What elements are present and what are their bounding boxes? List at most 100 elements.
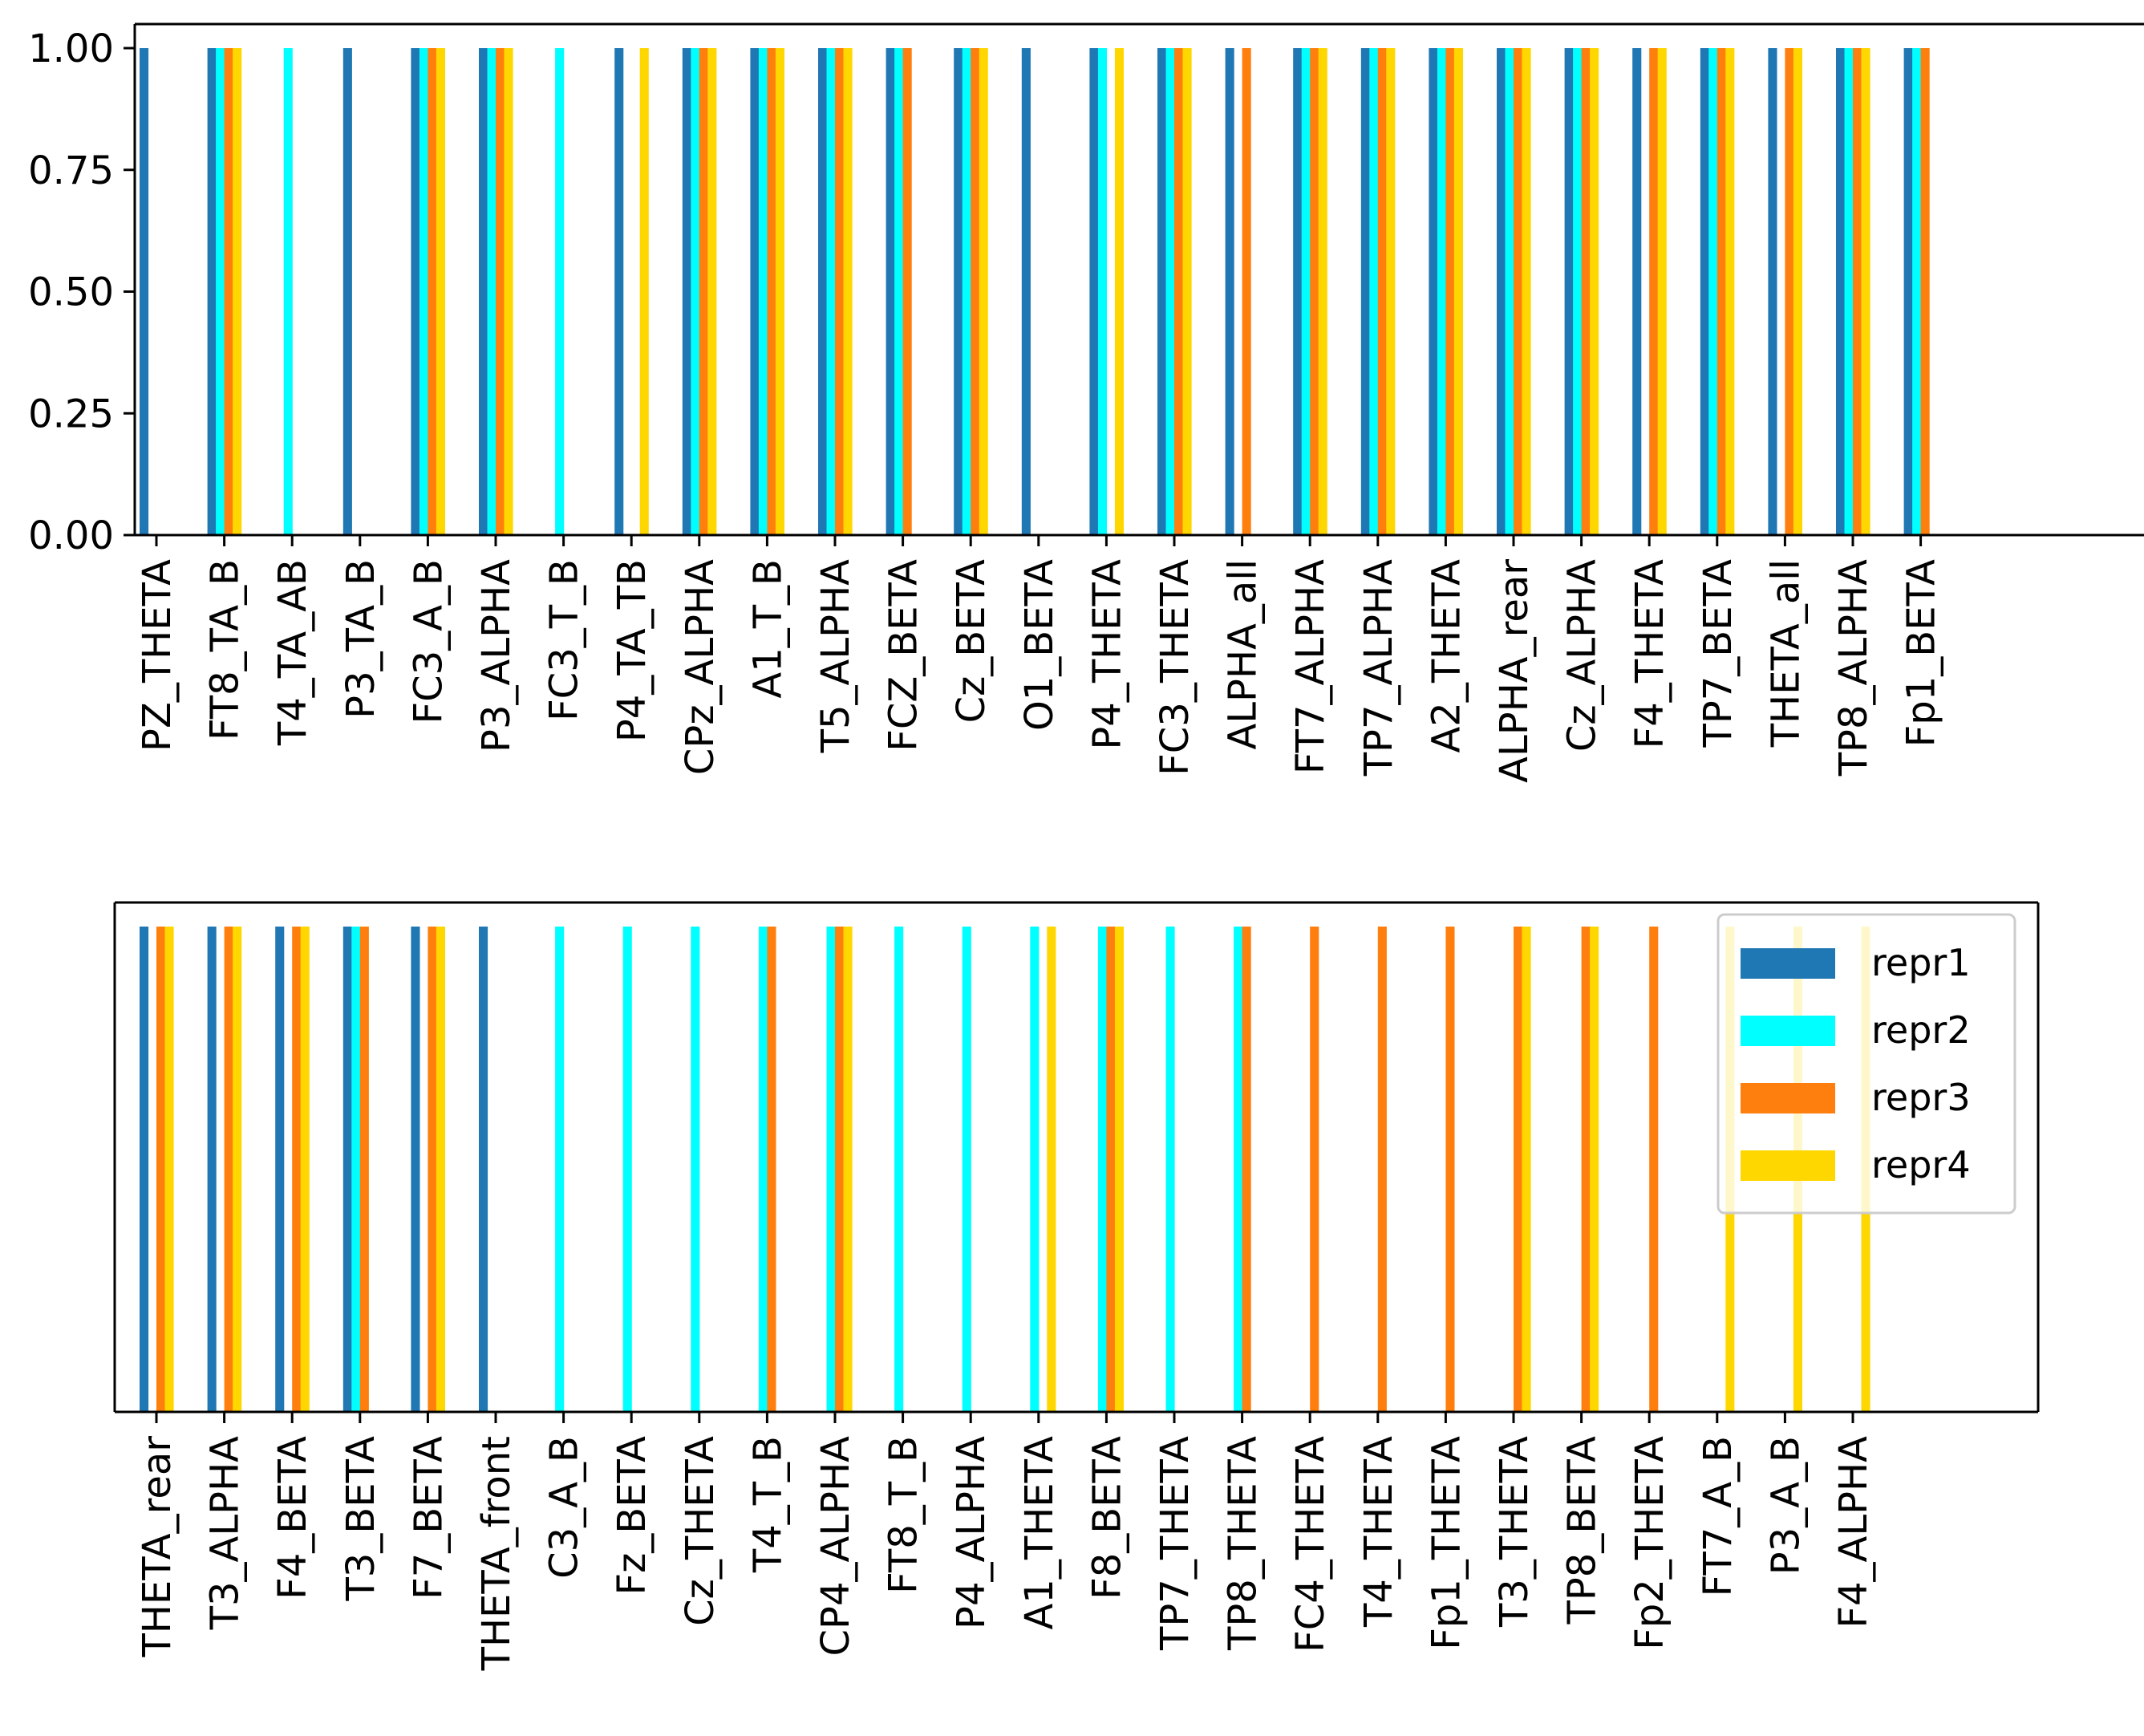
bar-repr3-F4_BETA bbox=[292, 927, 302, 1412]
bar-repr1-FT8_TA_B bbox=[207, 48, 217, 535]
bar-repr2-TP8_ALPHA bbox=[1844, 48, 1854, 535]
bar-repr4-THETA_all bbox=[1793, 48, 1802, 535]
bar-repr4-T3_ALPHA bbox=[233, 927, 242, 1412]
bar-repr2-C3_A_B bbox=[555, 927, 565, 1412]
x-tick-label: THETA_rear bbox=[135, 1436, 180, 1658]
bar-repr3-CP4_ALPHA bbox=[835, 927, 845, 1412]
x-tick-label: FC3_A_B bbox=[406, 559, 451, 724]
bar-repr2-TP7_BETA bbox=[1708, 48, 1718, 535]
x-tick-label: THETA_all bbox=[1763, 559, 1808, 748]
legend-label-repr3: repr3 bbox=[1871, 1076, 1971, 1119]
bar-repr1-TP7_BETA bbox=[1700, 48, 1709, 535]
x-tick-label: T5_ALPHA bbox=[813, 559, 858, 753]
x-tick-label: TP8_BETA bbox=[1560, 1436, 1605, 1625]
legend-box bbox=[1716, 913, 2016, 1215]
bar-repr3-CPz_ALPHA bbox=[699, 48, 708, 535]
bar-repr3-T4_T_B bbox=[767, 927, 776, 1412]
bar-repr4-F7_BETA bbox=[436, 927, 445, 1412]
bar-repr1-THETA_all bbox=[1768, 48, 1777, 535]
bar-repr2-Cz_THETA bbox=[691, 927, 700, 1412]
top-panel: PZ_THETA FT8_TA_B T4_TA_AB P3_TA_B FC3_A_B P3… bbox=[28, 22, 2144, 783]
bar-repr2-FT8_TA_B bbox=[216, 48, 225, 535]
bar-repr4-FC3_THETA bbox=[1182, 48, 1192, 535]
x-tick-label: P3_ALPHA bbox=[474, 559, 519, 752]
bar-repr1-P3_ALPHA bbox=[479, 48, 488, 535]
x-tick-label: A1_THETA bbox=[1017, 1436, 1062, 1630]
bar-repr3-THETA_all bbox=[1785, 48, 1794, 535]
bar-repr1-F4_THETA bbox=[1632, 48, 1642, 535]
bar-repr1-O1_BETA bbox=[1021, 48, 1031, 535]
bar-repr4-TP8_BETA bbox=[1590, 927, 1599, 1412]
legend-label-repr2: repr2 bbox=[1871, 1008, 1971, 1052]
bar-repr1-THETA_rear bbox=[140, 927, 149, 1412]
x-tick-label: Fp1_THETA bbox=[1424, 1436, 1469, 1650]
legend-swatch-repr1 bbox=[1741, 948, 1835, 979]
bar-repr2-ALPHA_rear bbox=[1505, 48, 1514, 535]
x-tick-label: TP7_THETA bbox=[1153, 1436, 1198, 1651]
legend-swatch-repr4 bbox=[1741, 1150, 1835, 1181]
bar-repr4-P4_THETA bbox=[1114, 48, 1124, 535]
bar-repr2-P3_ALPHA bbox=[487, 48, 496, 535]
bar-repr1-FC3_THETA bbox=[1157, 48, 1167, 535]
legend-label-repr1: repr1 bbox=[1871, 941, 1971, 984]
bar-repr4-P4_TA_TB bbox=[639, 48, 649, 535]
bar-repr3-ALPHA_rear bbox=[1514, 48, 1523, 535]
bar-repr4-TP8_ALPHA bbox=[1861, 48, 1870, 535]
x-tick-label: Cz_BETA bbox=[949, 559, 994, 724]
bar-repr1-THETA_front bbox=[479, 927, 488, 1412]
bar-repr4-A2_THETA bbox=[1453, 48, 1463, 535]
bar-repr4-T3_THETA bbox=[1522, 927, 1531, 1412]
legend-swatch-repr3 bbox=[1741, 1083, 1835, 1113]
bar-repr3-FC4_THETA bbox=[1310, 927, 1319, 1412]
y-tick-label: 1.00 bbox=[28, 26, 114, 71]
bar-repr2-Cz_ALPHA bbox=[1573, 48, 1583, 535]
x-tick-label: TP7_BETA bbox=[1696, 559, 1741, 748]
bar-repr2-FC3_THETA bbox=[1165, 48, 1175, 535]
bar-repr3-FC3_A_B bbox=[428, 48, 437, 535]
bar-repr1-TP8_ALPHA bbox=[1836, 48, 1846, 535]
x-tick-label: F7_BETA bbox=[406, 1436, 451, 1600]
bar-repr1-Fp1_BETA bbox=[1903, 48, 1913, 535]
legend-label-repr4: repr4 bbox=[1871, 1143, 1971, 1186]
bar-repr2-A1_T_B bbox=[758, 48, 768, 535]
x-tick-label: A2_THETA bbox=[1424, 559, 1469, 753]
x-tick-label: T3_ALPHA bbox=[203, 1436, 248, 1630]
bar-repr2-TP7_ALPHA bbox=[1369, 48, 1379, 535]
bar-repr1-A1_T_B bbox=[750, 48, 760, 535]
bar-repr3-FC3_THETA bbox=[1174, 48, 1184, 535]
bar-repr2-CPz_ALPHA bbox=[691, 48, 700, 535]
bar-repr3-Cz_ALPHA bbox=[1581, 48, 1591, 535]
x-tick-label: TP7_ALPHA bbox=[1356, 559, 1401, 777]
bar-repr1-F4_BETA bbox=[275, 927, 285, 1412]
bar-repr1-FCZ_BETA bbox=[886, 48, 895, 535]
bar-repr2-FC3_T_B bbox=[555, 48, 565, 535]
bar-repr3-A2_THETA bbox=[1445, 48, 1455, 535]
x-tick-label: FT7_ALPHA bbox=[1288, 559, 1333, 774]
bar-repr3-T4_THETA bbox=[1377, 927, 1387, 1412]
x-tick-label: CPz_ALPHA bbox=[678, 559, 723, 775]
x-tick-label: TP8_THETA bbox=[1221, 1436, 1266, 1651]
bar-repr4-F4_BETA bbox=[300, 927, 310, 1412]
bar-repr4-Cz_ALPHA bbox=[1590, 48, 1599, 535]
x-tick-label: T4_T_B bbox=[745, 1436, 790, 1573]
bar-repr3-P3_ALPHA bbox=[496, 48, 505, 535]
bar-repr2-A1_THETA bbox=[1030, 927, 1040, 1412]
bar-repr3-T3_THETA bbox=[1514, 927, 1523, 1412]
bottom-panel: THETA_rear T3_ALPHA F4_BETA T3_BETA F7_BETA T… bbox=[113, 901, 2040, 1671]
bar-repr3-FT7_ALPHA bbox=[1310, 48, 1319, 535]
bar-repr2-FT8_T_B bbox=[894, 927, 904, 1412]
bar-repr3-F4_THETA bbox=[1649, 48, 1659, 535]
bar-repr3-TP7_BETA bbox=[1716, 48, 1726, 535]
bar-repr4-T5_ALPHA bbox=[843, 48, 853, 535]
legend: repr1 repr2 repr3 repr4 bbox=[1716, 913, 2016, 1215]
bar-repr1-CPz_ALPHA bbox=[682, 48, 691, 535]
bar-repr4-A1_T_B bbox=[775, 48, 784, 535]
bar-repr3-F7_BETA bbox=[428, 927, 437, 1412]
x-tick-label: P4_THETA bbox=[1084, 559, 1129, 750]
x-tick-label: T4_TA_AB bbox=[270, 559, 315, 746]
x-tick-label: FT7_A_B bbox=[1696, 1436, 1741, 1596]
y-tick-label: 0.00 bbox=[28, 513, 114, 558]
bar-repr1-FT7_ALPHA bbox=[1293, 48, 1303, 535]
bar-repr1-ALPHA_rear bbox=[1497, 48, 1506, 535]
bar-repr2-F8_BETA bbox=[1097, 927, 1107, 1412]
